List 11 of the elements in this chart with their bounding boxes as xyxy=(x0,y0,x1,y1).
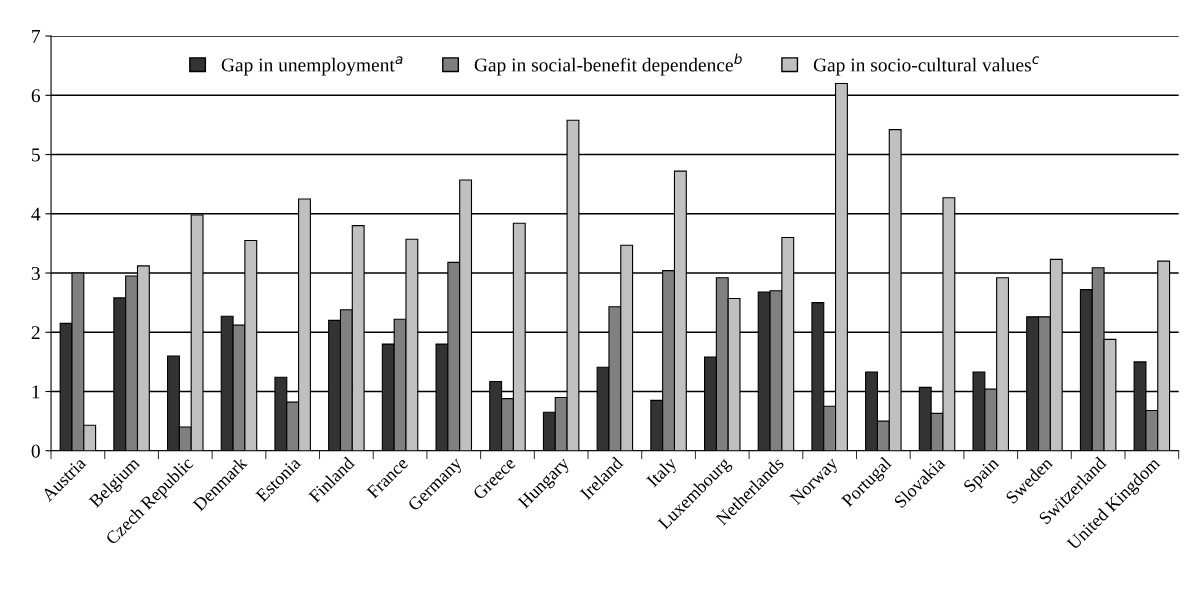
y-tick-label: 2 xyxy=(31,326,40,340)
y-tick-label: 1 xyxy=(32,385,40,399)
y-tick-label: 0 xyxy=(31,444,40,458)
y-tick-label: 6 xyxy=(31,89,41,103)
legend-label: Gap in socio-cultural values$^{c}$ xyxy=(813,56,1040,76)
legend-label: Gap in unemployment$^{a}$ xyxy=(221,56,403,76)
y-tick-label: 5 xyxy=(32,148,40,162)
y-tick-label: 7 xyxy=(32,30,41,43)
y-tick-label: 3 xyxy=(31,266,40,280)
legend-label: Gap in social-benefit dependence$^{b}$ xyxy=(474,53,742,76)
y-tick-label: 4 xyxy=(31,207,41,221)
